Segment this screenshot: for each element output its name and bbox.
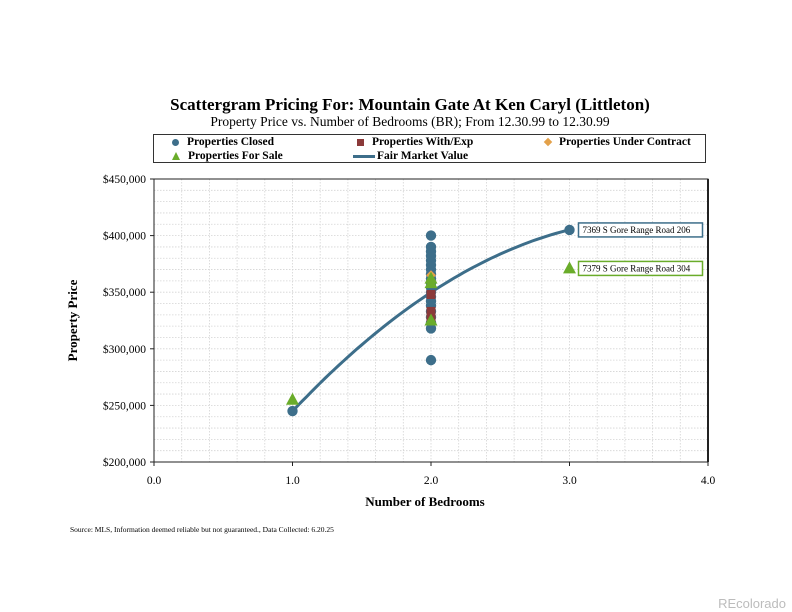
x-axis-label: Number of Bedrooms xyxy=(365,494,484,509)
circle-marker-icon xyxy=(172,138,179,146)
for-sale-point xyxy=(286,392,299,405)
triangle-marker-icon xyxy=(172,152,180,160)
with-exp-point xyxy=(426,306,436,316)
square-marker-icon xyxy=(357,138,364,146)
closed-point xyxy=(564,224,575,236)
legend-label-closed: Properties Closed xyxy=(187,136,274,148)
chart-axes: 0.0 1.0 2.0 3.0 4.0 $200,000 $250,000 $300,000 $… xyxy=(65,173,715,509)
legend-label-under-contract: Properties Under Contract xyxy=(559,136,691,148)
watermark: REcolorado xyxy=(718,596,786,611)
y-tick-label: $450,000 xyxy=(103,173,146,186)
source-note: Source: MLS, Information deemed reliable… xyxy=(70,525,334,534)
annotation-box xyxy=(577,222,704,238)
legend-label-fair-market-value: Fair Market Value xyxy=(377,150,469,162)
closed-point xyxy=(287,405,298,417)
annotation-box xyxy=(577,260,704,277)
chart-annotations: 7369 S Gore Range Road 206 7379 S Gore Ra… xyxy=(577,222,704,277)
legend-label-for-sale: Properties For Sale xyxy=(188,150,283,162)
legend-item-closed: Properties Closed xyxy=(172,136,274,148)
legend-label-with-exp: Properties With/Exp xyxy=(372,136,474,148)
y-tick-label: $300,000 xyxy=(103,343,146,356)
y-axis-label: Property Price xyxy=(65,279,80,361)
chart-marks xyxy=(286,224,576,417)
legend-item-with-exp: Properties With/Exp xyxy=(357,136,473,148)
x-tick-label: 2.0 xyxy=(424,475,439,487)
for-sale-point xyxy=(563,261,576,274)
x-tick-label: 3.0 xyxy=(562,475,577,487)
chart-title: Scattergram Pricing For: Mountain Gate A… xyxy=(170,95,650,114)
y-tick-label: $250,000 xyxy=(103,399,146,412)
y-tick-label: $350,000 xyxy=(103,286,146,299)
for-sale-point xyxy=(424,271,438,284)
chart-legend: Properties Closed Properties With/Exp Pr… xyxy=(153,134,706,163)
annotation-label: 7379 S Gore Range Road 304 xyxy=(583,263,691,273)
annotation-label: 7369 S Gore Range Road 206 xyxy=(583,225,691,235)
legend-item-for-sale: Properties For Sale xyxy=(172,150,283,162)
x-tick-label: 4.0 xyxy=(701,475,716,487)
for-sale-point xyxy=(424,313,438,326)
with-exp-point xyxy=(426,289,436,299)
closed-point xyxy=(425,241,437,253)
legend-item-under-contract: Properties Under Contract xyxy=(543,136,691,148)
x-tick-label: 1.0 xyxy=(285,475,300,487)
closed-point xyxy=(425,354,437,366)
closed-point xyxy=(425,230,437,241)
legend-item-fair-market-value: Fair Market Value xyxy=(353,150,468,162)
chart-subtitle: Property Price vs. Number of Bedrooms (B… xyxy=(210,114,610,129)
line-marker-icon xyxy=(353,154,375,158)
y-tick-label: $200,000 xyxy=(103,456,146,469)
y-tick-label: $400,000 xyxy=(103,230,146,243)
x-tick-label: 0.0 xyxy=(147,475,162,487)
